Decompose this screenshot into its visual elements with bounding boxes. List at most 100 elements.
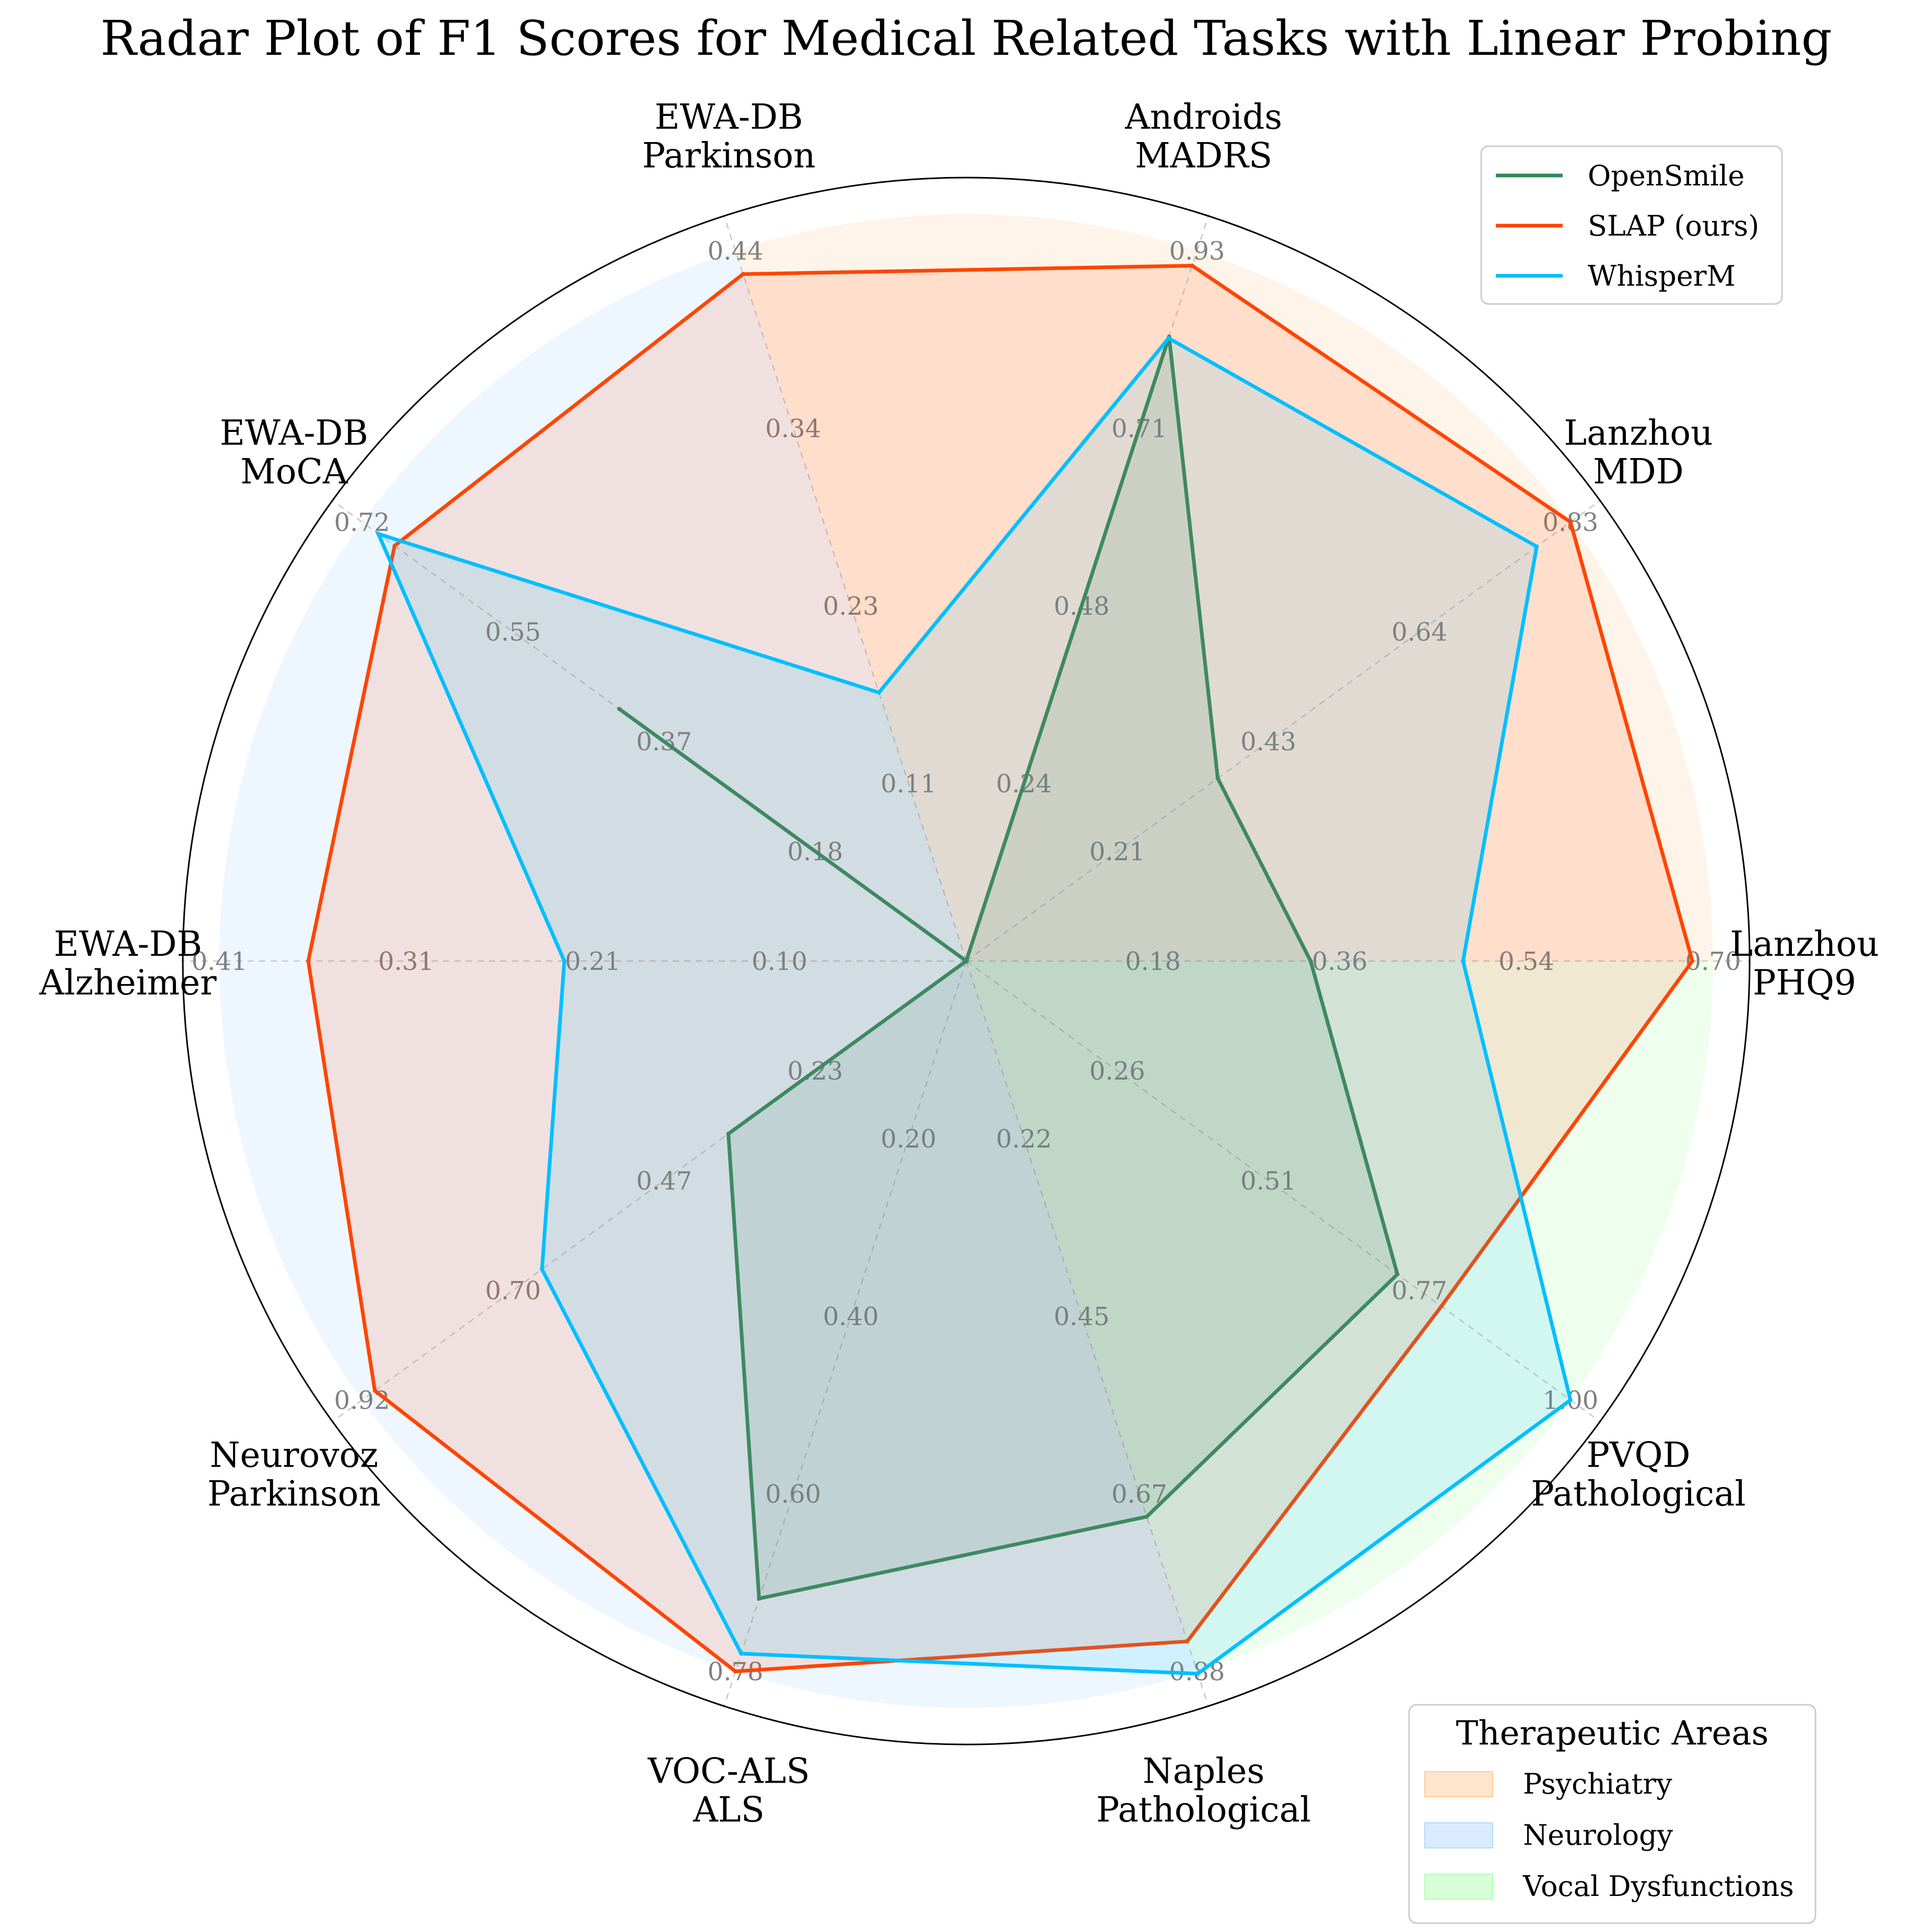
axis-label-2: Androids MADRS bbox=[1124, 97, 1282, 175]
tick-label-0-3: 0.70 bbox=[1685, 947, 1741, 976]
tick-label-6-1: 0.47 bbox=[636, 1166, 692, 1196]
axis-label-dataset-2: Androids bbox=[1124, 97, 1282, 137]
point-whisperm-2 bbox=[1166, 336, 1171, 341]
tick-label-6-3: 0.92 bbox=[334, 1386, 390, 1415]
point-whisperm-9 bbox=[1568, 1398, 1573, 1402]
spoke-1 bbox=[966, 500, 1601, 962]
axis-label-task-8: Pathological bbox=[1096, 1790, 1311, 1830]
area-sector-vocal-dysfunctions bbox=[966, 961, 1713, 1672]
series-fill-whisperm bbox=[378, 338, 1571, 1674]
tick-label-0-1: 0.36 bbox=[1312, 947, 1368, 976]
legend-swatch-vocal bbox=[1424, 1874, 1493, 1900]
legend-label-slap: SLAP (ours) bbox=[1588, 209, 1759, 242]
tick-label-5-3: 0.41 bbox=[192, 947, 248, 976]
point-slap-ours-2 bbox=[1190, 263, 1194, 268]
axis-label-6: Neurovoz Parkinson bbox=[207, 1435, 381, 1514]
point-slap-ours-1 bbox=[1568, 520, 1573, 524]
axis-label-task-6: Parkinson bbox=[207, 1474, 381, 1514]
tick-label-3-3: 0.44 bbox=[708, 237, 764, 266]
tick-label-1-0: 0.21 bbox=[1089, 837, 1145, 867]
axis-label-7: VOC-ALS ALS bbox=[647, 1751, 810, 1830]
legend-label-whisperm: WhisperM bbox=[1588, 260, 1736, 292]
point-whisperm-6 bbox=[540, 1267, 544, 1272]
point-whisperm-3 bbox=[876, 690, 881, 695]
axis-label-task-7: ALS bbox=[693, 1790, 765, 1830]
axis-label-9: PVQD Pathological bbox=[1531, 1435, 1745, 1514]
point-opensmile-8 bbox=[1144, 1514, 1149, 1519]
legend-label-psychiatry: Psychiatry bbox=[1523, 1767, 1672, 1800]
tick-label-4-2: 0.55 bbox=[485, 618, 541, 647]
axis-label-dataset-4: EWA-DB bbox=[220, 413, 368, 453]
point-whisperm-8 bbox=[1196, 1671, 1200, 1676]
tick-label-7-0: 0.20 bbox=[881, 1125, 936, 1154]
axis-label-8: Naples Pathological bbox=[1096, 1751, 1311, 1830]
tick-label-7-1: 0.40 bbox=[823, 1302, 879, 1331]
point-slap-ours-5 bbox=[306, 959, 311, 963]
outer-circle bbox=[182, 177, 1751, 1746]
series-fill-slap-ours bbox=[308, 265, 1693, 1671]
legend-swatch-neurology bbox=[1424, 1822, 1493, 1848]
axis-label-dataset-0: Lanzhou bbox=[1730, 924, 1879, 964]
area-sector-psychiatry bbox=[735, 214, 1713, 962]
tick-label-5-2: 0.31 bbox=[378, 947, 434, 976]
axis-label-task-4: MoCA bbox=[240, 451, 348, 491]
tick-label-9-0: 0.26 bbox=[1089, 1057, 1145, 1086]
tick-label-4-3: 0.72 bbox=[334, 508, 390, 537]
spoke-9 bbox=[966, 960, 1601, 1422]
axis-label-4: EWA-DB MoCA bbox=[220, 413, 368, 491]
tick-label-9-2: 0.77 bbox=[1391, 1276, 1447, 1305]
point-opensmile-7 bbox=[757, 1596, 761, 1601]
series-legend-box bbox=[1480, 145, 1783, 305]
point-whisperm-4 bbox=[376, 532, 381, 536]
tick-label-0-0: 0.18 bbox=[1125, 947, 1181, 976]
tick-label-7-2: 0.60 bbox=[765, 1480, 821, 1509]
point-slap-ours-3 bbox=[741, 272, 745, 276]
point-opensmile-5 bbox=[964, 959, 968, 963]
point-opensmile-4 bbox=[617, 707, 622, 711]
axis-label-dataset-5: EWA-DB bbox=[54, 924, 202, 964]
legend-label-opensmile: OpenSmile bbox=[1588, 159, 1744, 192]
legend-label-vocal-dysfunctions: Vocal Dysfunctions bbox=[1522, 1870, 1794, 1903]
legend-swatch-psychiatry bbox=[1424, 1771, 1493, 1797]
axis-label-1: Lanzhou MDD bbox=[1564, 413, 1713, 491]
legend-label-neurology: Neurology bbox=[1523, 1819, 1673, 1852]
tick-label-1-1: 0.43 bbox=[1240, 728, 1296, 757]
tick-label-3-1: 0.23 bbox=[823, 592, 879, 621]
spoke-3 bbox=[723, 216, 967, 962]
tick-label-8-1: 0.45 bbox=[1054, 1302, 1110, 1331]
axis-label-3: EWA-DB Parkinson bbox=[642, 97, 815, 175]
spoke-7 bbox=[723, 961, 967, 1706]
axis-label-dataset-9: PVQD bbox=[1586, 1435, 1690, 1476]
point-slap-ours-4 bbox=[392, 543, 397, 548]
point-whisperm-1 bbox=[1534, 544, 1539, 549]
axis-label-dataset-8: Naples bbox=[1143, 1751, 1264, 1792]
spoke-8 bbox=[965, 961, 1209, 1706]
point-slap-ours-7 bbox=[733, 1669, 738, 1674]
axis-label-dataset-6: Neurovoz bbox=[210, 1435, 378, 1476]
areas-legend-title: Therapeutic Areas bbox=[1456, 1714, 1769, 1753]
point-whisperm-7 bbox=[739, 1652, 744, 1656]
areas-legend: Therapeutic Areas Psychiatry Neurology V… bbox=[1408, 1704, 1816, 1924]
point-whisperm-0 bbox=[1461, 959, 1466, 963]
chart-title: Radar Plot of F1 Scores for Medical Rela… bbox=[100, 10, 1832, 66]
axis-label-0: Lanzhou PHQ9 bbox=[1730, 924, 1879, 1003]
tick-label-3-2: 0.34 bbox=[765, 414, 821, 443]
series-layer bbox=[306, 263, 1695, 1676]
axis-label-dataset-1: Lanzhou bbox=[1564, 413, 1713, 453]
point-opensmile-1 bbox=[1215, 776, 1220, 781]
area-sector-neurology bbox=[219, 250, 1197, 1708]
point-slap-ours-0 bbox=[1690, 959, 1695, 963]
tick-label-0-2: 0.54 bbox=[1498, 947, 1554, 976]
point-opensmile-0 bbox=[1308, 959, 1313, 963]
tick-label-8-0: 0.22 bbox=[996, 1125, 1052, 1154]
point-whisperm-5 bbox=[562, 959, 567, 963]
therapeutic-area-sectors bbox=[219, 214, 1713, 1708]
axis-label-task-3: Parkinson bbox=[642, 135, 815, 175]
point-opensmile-6 bbox=[726, 1131, 731, 1136]
tick-label-9-1: 0.51 bbox=[1240, 1166, 1296, 1196]
point-slap-ours-6 bbox=[372, 1388, 377, 1393]
tick-label-5-1: 0.21 bbox=[565, 947, 621, 976]
axis-label-task-0: PHQ9 bbox=[1753, 963, 1856, 1003]
